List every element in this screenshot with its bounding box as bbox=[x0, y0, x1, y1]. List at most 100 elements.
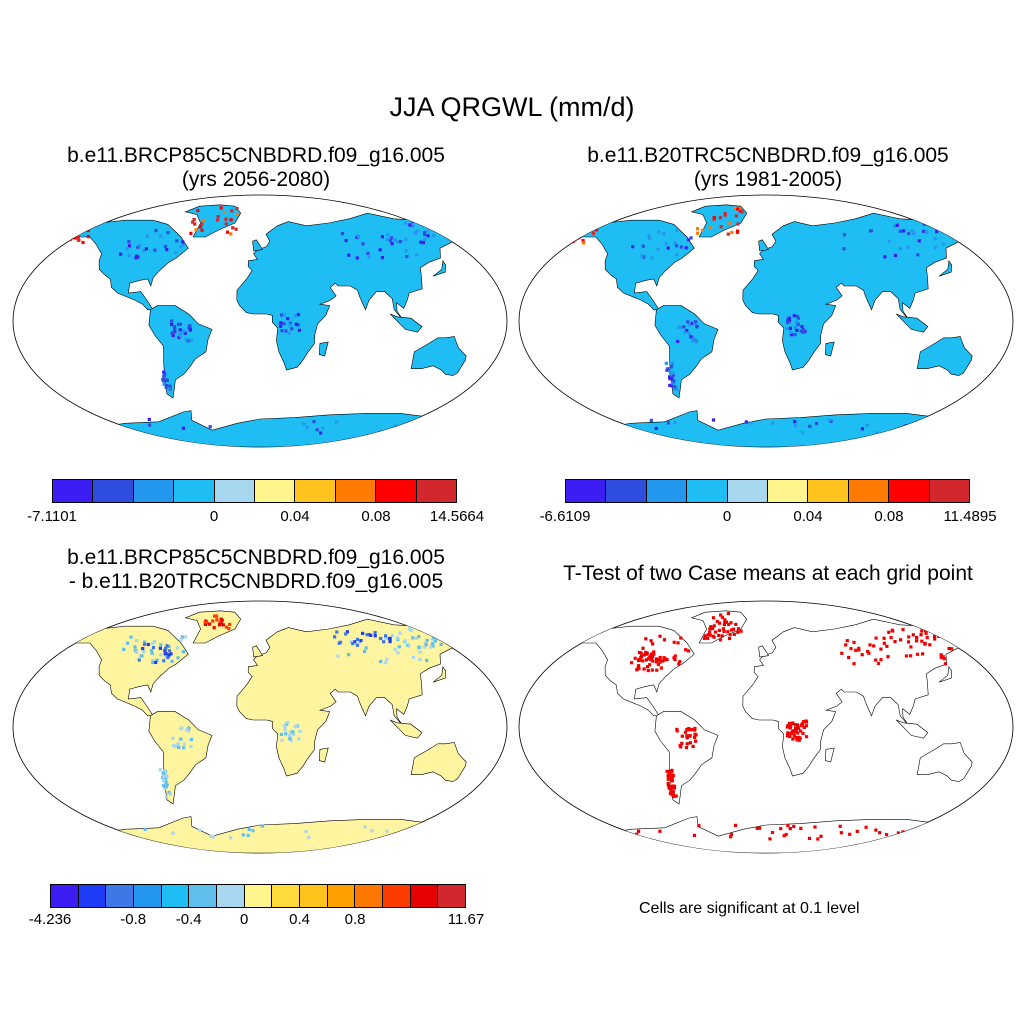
grid-cell bbox=[390, 242, 394, 246]
grid-cell bbox=[720, 634, 724, 638]
landmass-greenland bbox=[184, 204, 242, 238]
grid-cell bbox=[706, 633, 710, 637]
grid-cell bbox=[941, 655, 945, 659]
grid-cell bbox=[917, 239, 921, 243]
grid-cell bbox=[804, 724, 808, 728]
grid-cell bbox=[669, 384, 673, 388]
grid-cell bbox=[729, 832, 734, 837]
grid-cell bbox=[135, 650, 139, 654]
grid-cell bbox=[652, 652, 656, 656]
grid-cell bbox=[396, 651, 400, 655]
grid-cell bbox=[429, 645, 433, 649]
grid-cell bbox=[373, 634, 377, 638]
grid-cell bbox=[675, 729, 679, 733]
grid-cell bbox=[915, 652, 920, 656]
grid-cell bbox=[664, 361, 668, 365]
grid-cell bbox=[282, 322, 286, 326]
grid-cell bbox=[732, 632, 736, 636]
grid-cell bbox=[431, 641, 435, 646]
grid-cell bbox=[154, 660, 158, 664]
panel3-title-line1: b.e11.BRCP85C5CNBDRD.f09_g16.005 bbox=[67, 546, 445, 569]
grid-cell bbox=[201, 218, 205, 223]
grid-cell bbox=[786, 731, 790, 735]
grid-cell bbox=[161, 377, 165, 381]
grid-cell bbox=[393, 238, 397, 242]
grid-cell bbox=[452, 224, 456, 228]
grid-cell bbox=[693, 726, 697, 730]
grid-cell bbox=[52, 241, 56, 245]
grid-cell bbox=[280, 329, 284, 333]
grid-cell bbox=[800, 722, 805, 726]
grid-cell bbox=[666, 783, 670, 787]
grid-cell bbox=[461, 234, 466, 238]
grid-cell bbox=[659, 666, 663, 670]
grid-cell bbox=[693, 732, 697, 736]
grid-cell bbox=[203, 620, 207, 624]
grid-cell bbox=[296, 313, 300, 317]
grid-cell bbox=[144, 247, 148, 251]
grid-cell bbox=[162, 374, 166, 378]
grid-cell bbox=[142, 642, 147, 646]
grid-cell bbox=[161, 775, 165, 779]
grid-cell bbox=[432, 824, 436, 828]
grid-cell bbox=[355, 256, 359, 260]
grid-cell bbox=[955, 230, 959, 234]
grid-cell bbox=[436, 835, 441, 839]
grid-cell bbox=[285, 722, 289, 726]
grid-cell bbox=[393, 647, 397, 651]
grid-cell bbox=[794, 325, 798, 330]
grid-cell bbox=[425, 229, 430, 233]
colorbar-tick-label: -4.236 bbox=[28, 911, 72, 928]
grid-cell bbox=[169, 652, 173, 656]
grid-cell bbox=[94, 426, 99, 430]
grid-cell bbox=[407, 644, 411, 648]
grid-cell bbox=[358, 640, 362, 644]
grid-cell bbox=[379, 659, 383, 664]
grid-cell bbox=[629, 835, 633, 839]
grid-cell bbox=[228, 622, 232, 626]
significance-note: Cells are significant at 0.1 level bbox=[639, 900, 860, 917]
grid-cell bbox=[898, 247, 902, 251]
colorbar-swatch bbox=[355, 885, 384, 907]
grid-cell bbox=[668, 369, 672, 373]
colorbar-swatch bbox=[376, 480, 417, 502]
grid-cell bbox=[689, 335, 693, 339]
grid-cell bbox=[167, 649, 171, 653]
grid-cell bbox=[216, 215, 220, 219]
grid-cell bbox=[56, 236, 60, 240]
grid-cell bbox=[678, 660, 682, 664]
grid-cell bbox=[669, 361, 673, 365]
grid-cell bbox=[294, 322, 298, 326]
grid-cell bbox=[770, 421, 775, 425]
grid-cell bbox=[289, 739, 293, 743]
grid-cell bbox=[56, 241, 60, 245]
grid-cell bbox=[386, 233, 390, 237]
grid-cell bbox=[674, 794, 678, 798]
grid-cell bbox=[413, 231, 417, 235]
grid-cell bbox=[642, 653, 646, 657]
grid-cell bbox=[163, 245, 168, 249]
grid-cell bbox=[425, 658, 429, 662]
landmass-indonesia bbox=[896, 719, 929, 739]
grid-cell bbox=[642, 667, 646, 671]
grid-cell bbox=[162, 779, 166, 783]
grid-cell bbox=[355, 637, 360, 641]
grid-cell bbox=[455, 230, 459, 234]
grid-cell bbox=[164, 795, 168, 799]
colorbar-swatch bbox=[161, 885, 190, 907]
grid-cell bbox=[125, 836, 129, 840]
grid-cell bbox=[808, 424, 812, 428]
grid-cell bbox=[143, 827, 147, 831]
grid-cell bbox=[889, 635, 893, 640]
grid-cell bbox=[373, 631, 377, 635]
grid-cell bbox=[976, 232, 980, 236]
grid-cell bbox=[672, 379, 676, 383]
grid-cell bbox=[423, 237, 427, 241]
grid-cell bbox=[916, 253, 920, 257]
grid-cell bbox=[180, 726, 184, 730]
grid-cell bbox=[338, 640, 343, 644]
grid-cell bbox=[635, 668, 639, 672]
grid-cell bbox=[165, 783, 169, 787]
panel3-colorbar-labels: -4.236 -0.8 -0.4 0 0.4 0.8 11.67 bbox=[0, 911, 512, 931]
grid-cell bbox=[674, 244, 679, 248]
